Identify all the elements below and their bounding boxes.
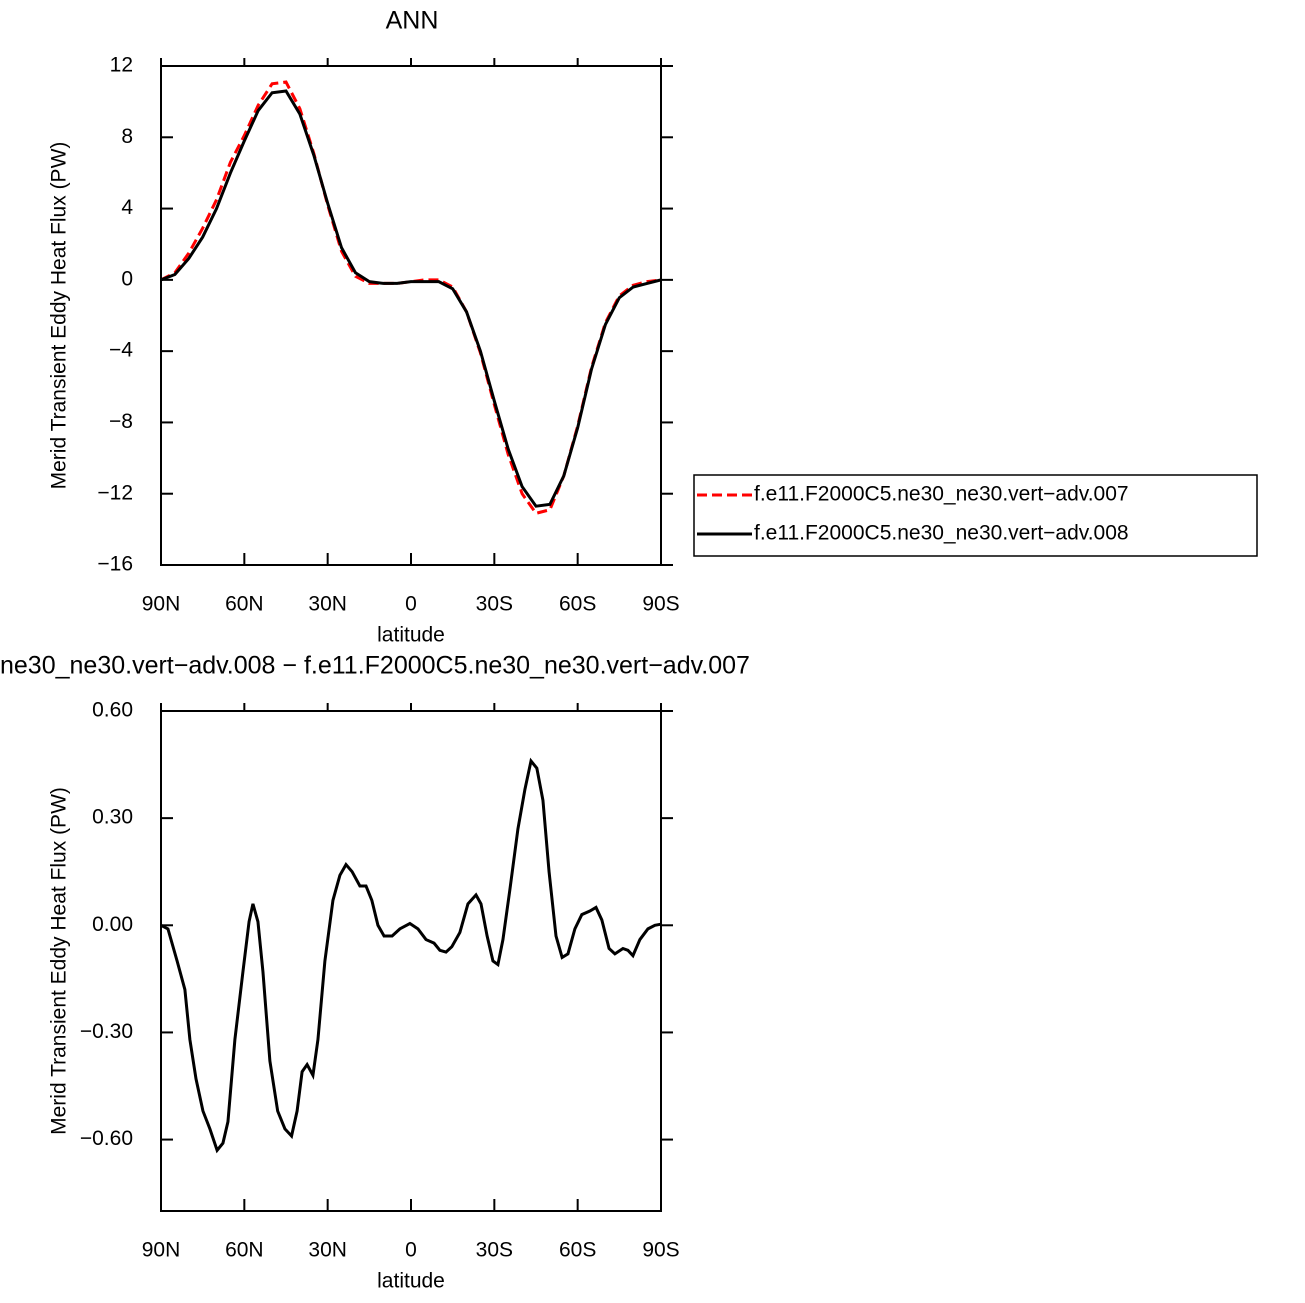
- plot-frame: [160, 710, 662, 1212]
- x-tick-label: 30N: [308, 1239, 347, 1262]
- x-tick-label: 0: [405, 1239, 417, 1262]
- x-tick-label: 30S: [476, 1239, 513, 1262]
- y-tick-label: 12: [110, 54, 133, 77]
- legend-box: [693, 474, 1258, 557]
- x-tick-label: 0: [405, 593, 417, 616]
- y-tick-label: −4: [109, 339, 133, 362]
- y-tick-label: −0.60: [80, 1127, 133, 1150]
- legend-label: f.e11.F2000C5.ne30_ne30.vert−adv.008: [754, 522, 1129, 545]
- y-tick-label: −0.30: [80, 1020, 133, 1043]
- x-tick-label: 30N: [308, 593, 347, 616]
- x-tick-label: 60N: [225, 1239, 264, 1262]
- legend-label: f.e11.F2000C5.ne30_ne30.vert−adv.007: [754, 483, 1129, 506]
- x-tick-label: 60S: [559, 1239, 596, 1262]
- y-tick-label: 4: [121, 196, 133, 219]
- y-tick-label: −12: [97, 481, 133, 504]
- x-tick-label: 60S: [559, 593, 596, 616]
- y-tick-label: 0.60: [92, 699, 133, 722]
- data-line: [160, 89, 662, 508]
- y-tick-label: −16: [97, 553, 133, 576]
- y-axis-label: Merid Transient Eddy Heat Flux (PW): [48, 787, 71, 1135]
- x-tick-label: 90N: [142, 593, 181, 616]
- x-tick-label: 90N: [142, 1239, 181, 1262]
- y-tick-label: 8: [121, 125, 133, 148]
- x-axis-label: latitude: [377, 1270, 445, 1293]
- chart-title: ne30_ne30.vert−adv.008 − f.e11.F2000C5.n…: [0, 652, 750, 680]
- x-axis-label: latitude: [377, 624, 445, 647]
- x-tick-label: 60N: [225, 593, 264, 616]
- y-tick-label: −8: [109, 410, 133, 433]
- data-line: [160, 757, 662, 1154]
- x-tick-label: 30S: [476, 593, 513, 616]
- chart-title: ANN: [386, 7, 439, 35]
- y-tick-label: 0.00: [92, 913, 133, 936]
- plot-frame: [160, 65, 662, 566]
- y-tick-label: 0: [121, 267, 133, 290]
- x-tick-label: 90S: [642, 1239, 679, 1262]
- x-tick-label: 90S: [642, 593, 679, 616]
- data-line: [160, 80, 662, 516]
- y-axis-label: Merid Transient Eddy Heat Flux (PW): [48, 142, 71, 490]
- y-tick-label: 0.30: [92, 806, 133, 829]
